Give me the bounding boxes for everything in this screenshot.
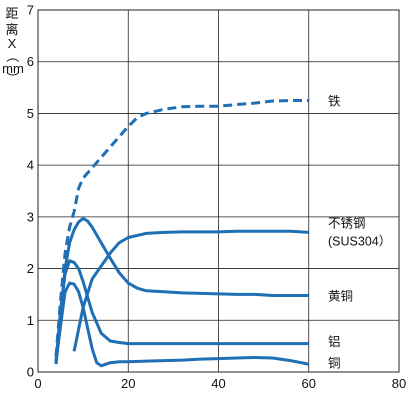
grid [38, 10, 399, 372]
plot-area [37, 9, 400, 373]
y-axis-label-part: （ [5, 49, 20, 62]
y-tick-label: 6 [27, 54, 34, 69]
series-line [54, 99, 309, 357]
y-axis-label: 距离X（mm） [2, 6, 24, 85]
series-label: (SUS304） [328, 234, 391, 248]
x-tick-label: 60 [302, 376, 316, 391]
y-tick-label: 2 [27, 261, 34, 276]
x-tick-label: 0 [34, 376, 41, 391]
y-tick-label: 4 [27, 158, 34, 173]
y-axis-ticks: 0 1 2 3 4 5 6 7 [27, 3, 34, 380]
x-tick-label: 40 [211, 376, 225, 391]
series-label: 铝 [328, 334, 341, 349]
y-axis-label-part: mm [2, 61, 24, 76]
y-tick-label: 3 [27, 209, 34, 224]
y-tick-label: 0 [27, 365, 34, 380]
series-label: 铜 [328, 356, 341, 371]
series-line [54, 281, 310, 368]
x-tick-label: 80 [392, 376, 406, 391]
series-line [54, 216, 309, 365]
y-tick-label: 5 [27, 106, 34, 121]
series-label: 黄铜 [328, 288, 353, 303]
x-axis-ticks: 0 20 40 60 80 [34, 376, 406, 391]
y-tick-label: 7 [27, 3, 34, 18]
series-label: 铁 [328, 95, 341, 109]
y-axis-label-part: 距 [5, 6, 18, 21]
y-axis-label-part: 离 [5, 22, 18, 37]
y-axis-label-part: X [8, 36, 17, 51]
series-line [54, 259, 309, 362]
y-tick-label: 1 [27, 313, 34, 328]
series-label: 不锈钢 [328, 215, 366, 230]
x-tick-label: 20 [121, 376, 135, 391]
series-lines [54, 99, 310, 368]
y-axis-label-part: ） [5, 71, 20, 84]
series-line [72, 229, 309, 352]
